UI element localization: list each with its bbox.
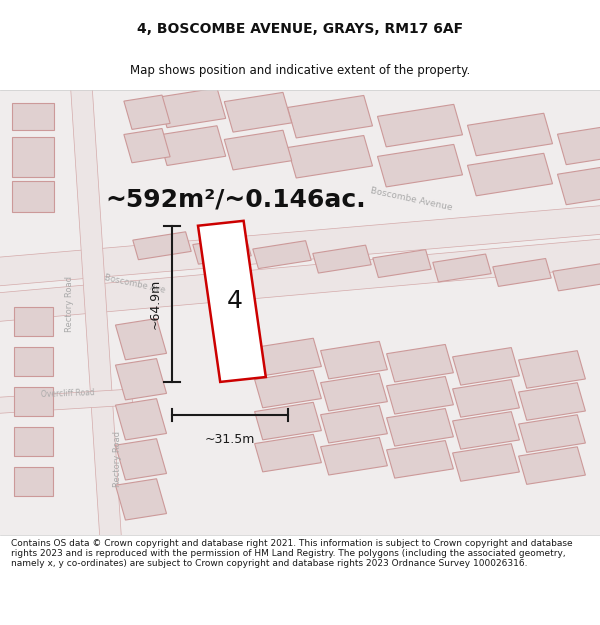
Polygon shape: [0, 389, 133, 414]
Bar: [254, 434, 322, 472]
Bar: [452, 444, 520, 481]
Bar: [287, 136, 373, 178]
Bar: [518, 351, 586, 388]
Bar: [14, 387, 53, 416]
Bar: [373, 249, 431, 278]
Text: Overcliff Road: Overcliff Road: [41, 388, 95, 399]
Text: Boscombe Avenue: Boscombe Avenue: [369, 186, 453, 212]
Bar: [452, 412, 520, 449]
Bar: [224, 92, 292, 132]
Bar: [115, 319, 167, 360]
Text: 4: 4: [227, 289, 243, 313]
Bar: [158, 126, 226, 166]
Bar: [254, 338, 322, 376]
Bar: [193, 236, 251, 264]
Bar: [115, 439, 167, 480]
Text: Rectory Road: Rectory Road: [65, 276, 74, 332]
Bar: [467, 153, 553, 196]
Bar: [493, 259, 551, 286]
Polygon shape: [198, 221, 266, 382]
Bar: [313, 245, 371, 273]
Bar: [452, 348, 520, 385]
Bar: [12, 181, 54, 213]
Bar: [14, 347, 53, 376]
Bar: [124, 129, 170, 162]
Text: Map shows position and indicative extent of the property.: Map shows position and indicative extent…: [130, 64, 470, 77]
Bar: [14, 427, 53, 456]
Text: Contains OS data © Crown copyright and database right 2021. This information is : Contains OS data © Crown copyright and d…: [11, 539, 572, 568]
Bar: [115, 399, 167, 440]
Bar: [12, 103, 54, 130]
Bar: [115, 479, 167, 520]
Text: Rectory Road: Rectory Road: [113, 431, 121, 488]
Text: 4, BOSCOMBE AVENUE, GRAYS, RM17 6AF: 4, BOSCOMBE AVENUE, GRAYS, RM17 6AF: [137, 22, 463, 36]
Bar: [518, 382, 586, 420]
Bar: [254, 370, 322, 408]
Bar: [467, 113, 553, 156]
Bar: [518, 415, 586, 452]
Polygon shape: [0, 205, 600, 287]
Polygon shape: [0, 238, 600, 322]
Bar: [386, 441, 454, 478]
Bar: [433, 254, 491, 282]
Bar: [14, 307, 53, 336]
Bar: [320, 373, 388, 411]
Bar: [254, 402, 322, 440]
Bar: [452, 379, 520, 417]
Bar: [124, 95, 170, 129]
Bar: [377, 144, 463, 187]
Bar: [377, 104, 463, 147]
Bar: [320, 406, 388, 443]
Bar: [320, 341, 388, 379]
Bar: [14, 467, 53, 496]
Bar: [133, 232, 191, 260]
Bar: [12, 137, 54, 177]
Polygon shape: [70, 81, 122, 544]
Bar: [386, 409, 454, 446]
Bar: [386, 344, 454, 382]
Text: ~31.5m: ~31.5m: [205, 433, 255, 446]
Bar: [253, 241, 311, 269]
Bar: [224, 130, 292, 170]
Bar: [386, 376, 454, 414]
Bar: [557, 162, 600, 205]
Bar: [557, 122, 600, 164]
Bar: [115, 359, 167, 400]
Bar: [553, 263, 600, 291]
Text: Boscombe Ave: Boscombe Ave: [104, 272, 166, 294]
Text: ~64.9m: ~64.9m: [149, 279, 162, 329]
Bar: [320, 438, 388, 475]
Text: ~592m²/~0.146ac.: ~592m²/~0.146ac.: [105, 187, 365, 211]
Bar: [158, 88, 226, 127]
Bar: [518, 447, 586, 484]
Bar: [287, 96, 373, 138]
